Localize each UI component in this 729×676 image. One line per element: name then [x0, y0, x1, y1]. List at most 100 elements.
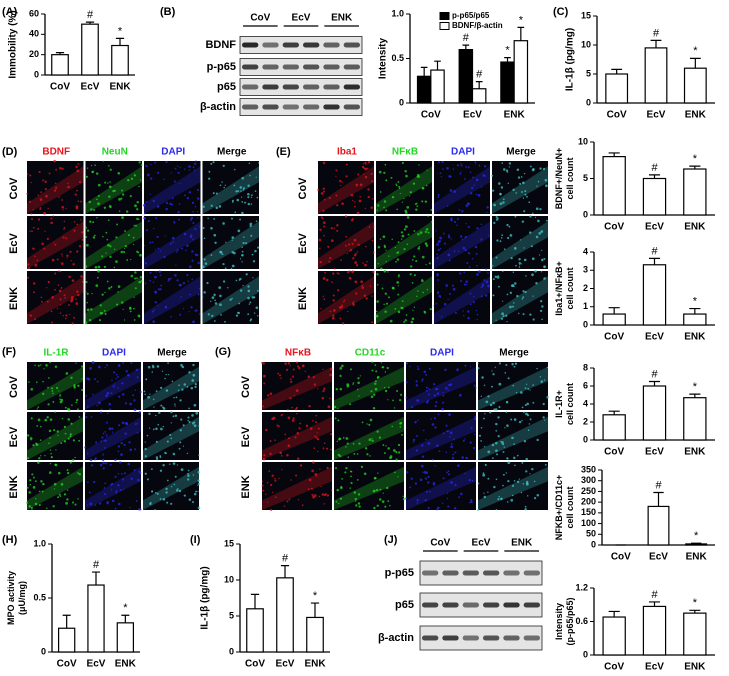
- signal-dot: [464, 237, 466, 239]
- signal-dot: [361, 284, 364, 287]
- signal-dot: [179, 183, 181, 185]
- signal-dot: [401, 161, 404, 165]
- signal-dot: [350, 368, 353, 371]
- signal-dot: [120, 441, 123, 445]
- signal-dot: [270, 508, 273, 512]
- signal-dot: [75, 165, 78, 169]
- signal-dot: [381, 287, 384, 290]
- signal-dot: [425, 244, 429, 247]
- signal-dot: [78, 416, 81, 418]
- signal-dot: [371, 439, 374, 442]
- signal-dot: [248, 303, 251, 305]
- signal-dot: [495, 429, 498, 432]
- blot-column-label: EcV: [292, 13, 311, 24]
- signal-dot: [359, 183, 363, 187]
- signal-dot: [333, 405, 337, 409]
- signal-dot: [250, 203, 253, 205]
- signal-dot: [451, 284, 454, 287]
- signal-dot: [492, 373, 495, 376]
- bar: [602, 156, 626, 216]
- tissue-band: [334, 466, 404, 510]
- signal-dot: [110, 483, 113, 486]
- signal-dot: [68, 275, 71, 279]
- signal-dot: [493, 408, 496, 411]
- signal-dot: [186, 452, 189, 455]
- signal-dot: [425, 386, 428, 389]
- signal-dot: [38, 171, 41, 174]
- signal-dot: [433, 383, 436, 386]
- signal-dot: [387, 271, 389, 273]
- x-tick-label: CoV: [604, 222, 624, 233]
- signal-dot: [223, 186, 225, 189]
- signal-dot: [237, 190, 240, 193]
- signal-dot: [385, 209, 388, 212]
- signal-dot: [446, 497, 449, 500]
- significance-mark: *: [693, 381, 698, 393]
- signal-dot: [29, 479, 32, 482]
- signal-dot: [383, 200, 387, 203]
- signal-dot: [467, 225, 470, 229]
- signal-dot: [221, 181, 223, 183]
- signal-dot: [244, 201, 247, 204]
- signal-dot: [424, 499, 427, 502]
- signal-dot: [336, 488, 339, 492]
- signal-dot: [376, 209, 378, 211]
- signal-dot: [237, 229, 241, 233]
- signal-dot: [536, 494, 540, 497]
- signal-dot: [415, 259, 418, 263]
- signal-dot: [421, 279, 424, 283]
- signal-dot: [219, 303, 222, 307]
- bar: [644, 47, 668, 104]
- signal-dot: [322, 447, 325, 450]
- signal-dot: [344, 244, 347, 247]
- signal-dot: [136, 200, 139, 204]
- blot-band: [523, 570, 540, 576]
- signal-dot: [294, 408, 298, 411]
- signal-dot: [123, 443, 126, 446]
- y-tick-label: 300: [581, 475, 596, 485]
- signal-dot: [441, 168, 444, 170]
- signal-dot: [109, 181, 111, 183]
- error-bar: [608, 152, 620, 157]
- signal-dot: [524, 190, 527, 193]
- signal-dot: [318, 495, 321, 498]
- signal-dot: [363, 173, 365, 175]
- signal-dot: [460, 164, 463, 167]
- signal-dot: [546, 366, 549, 369]
- signal-dot: [122, 488, 124, 491]
- y-axis-label: cell count: [565, 267, 575, 309]
- signal-dot: [103, 439, 106, 442]
- signal-dot: [522, 197, 525, 199]
- signal-dot: [446, 471, 448, 474]
- signal-dot: [319, 468, 321, 470]
- signal-dot: [375, 370, 378, 373]
- tissue-band: [318, 166, 374, 214]
- tissue-band: [492, 276, 548, 324]
- signal-dot: [67, 407, 70, 411]
- signal-dot: [104, 439, 107, 442]
- error-bar: [608, 410, 620, 415]
- tissue-band: [85, 366, 141, 410]
- signal-dot: [34, 263, 38, 267]
- signal-dot: [311, 469, 315, 473]
- signal-dot: [138, 280, 141, 284]
- tissue-band: [27, 416, 83, 460]
- signal-dot: [453, 190, 457, 194]
- signal-dot: [75, 205, 79, 209]
- signal-dot: [107, 182, 109, 184]
- signal-dot: [308, 478, 312, 482]
- signal-dot: [230, 267, 233, 270]
- signal-dot: [63, 425, 67, 429]
- signal-dot: [385, 179, 388, 182]
- signal-dot: [314, 421, 317, 424]
- signal-dot: [364, 207, 367, 210]
- signal-dot: [179, 429, 182, 432]
- signal-dot: [286, 368, 289, 372]
- blot-band: [422, 635, 439, 641]
- signal-dot: [499, 240, 502, 243]
- signal-dot: [67, 418, 71, 421]
- signal-dot: [48, 471, 52, 475]
- signal-dot: [111, 431, 114, 433]
- signal-dot: [28, 200, 32, 203]
- signal-dot: [241, 176, 245, 180]
